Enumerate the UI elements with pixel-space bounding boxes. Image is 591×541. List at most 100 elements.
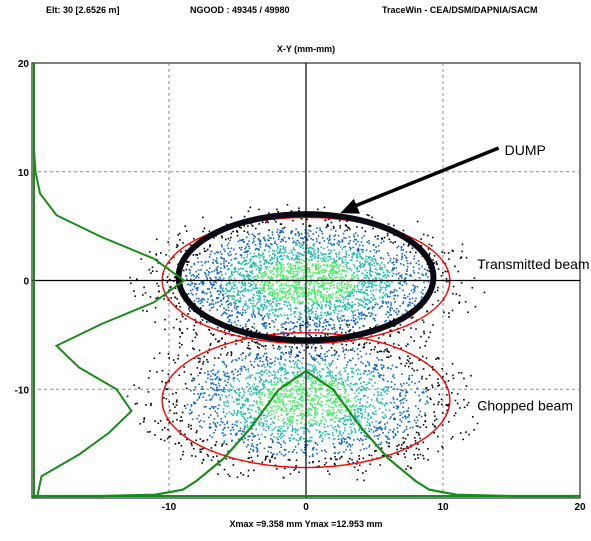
particle	[304, 414, 306, 416]
particle	[330, 250, 332, 252]
particle	[225, 406, 227, 408]
particle	[382, 378, 384, 380]
particle	[238, 290, 240, 292]
particle	[257, 346, 259, 348]
particle	[332, 415, 334, 417]
particle	[360, 264, 362, 266]
particle	[215, 426, 217, 428]
particle	[344, 319, 346, 321]
particle	[421, 292, 423, 294]
particle	[263, 387, 265, 389]
particle	[166, 398, 168, 400]
particle	[376, 250, 378, 252]
particle	[325, 420, 327, 422]
particle	[264, 323, 266, 325]
particle	[223, 260, 225, 262]
particle	[314, 383, 316, 385]
particle	[309, 370, 311, 372]
particle	[273, 384, 275, 386]
particle	[216, 412, 218, 414]
particle	[361, 283, 363, 285]
particle	[355, 318, 357, 320]
particle	[283, 455, 285, 457]
particle	[298, 242, 300, 244]
particle	[327, 415, 329, 417]
particle	[270, 446, 272, 448]
particle	[274, 251, 276, 253]
particle	[343, 299, 345, 301]
particle	[380, 374, 382, 376]
particle	[172, 393, 174, 395]
particle	[260, 418, 262, 420]
particle	[310, 364, 312, 366]
particle	[351, 310, 353, 312]
particle	[292, 416, 294, 418]
particle	[409, 304, 411, 306]
particle	[269, 375, 271, 377]
particle	[350, 429, 352, 431]
particle	[281, 366, 283, 368]
particle	[273, 266, 275, 268]
particle	[219, 397, 221, 399]
particle	[397, 427, 399, 429]
particle	[384, 349, 386, 351]
particle	[316, 281, 318, 283]
particle	[394, 289, 396, 291]
particle	[276, 256, 278, 258]
particle	[290, 361, 292, 363]
particle	[284, 288, 286, 290]
particle	[276, 250, 278, 252]
particle	[344, 292, 346, 294]
particle	[311, 357, 313, 359]
particle	[322, 417, 324, 419]
particle	[314, 413, 316, 415]
particle	[347, 361, 349, 363]
particle	[407, 305, 409, 307]
particle	[168, 373, 170, 375]
particle	[177, 358, 179, 360]
particle	[336, 256, 338, 258]
particle	[281, 414, 283, 416]
particle	[360, 267, 362, 269]
particle	[199, 449, 201, 451]
particle	[288, 289, 290, 291]
particle	[247, 439, 249, 441]
particle	[340, 374, 342, 376]
particle	[245, 420, 247, 422]
particle	[263, 415, 265, 417]
particle	[233, 271, 235, 273]
particle	[369, 423, 371, 425]
particle	[368, 370, 370, 372]
particle	[322, 277, 324, 279]
particle	[246, 446, 248, 448]
particle	[273, 401, 275, 403]
particle	[309, 402, 311, 404]
particle	[407, 355, 409, 357]
particle	[331, 268, 333, 270]
particle	[457, 393, 459, 395]
particle	[427, 396, 429, 398]
particle	[231, 397, 233, 399]
particle	[369, 373, 371, 375]
particle	[298, 255, 300, 257]
particle	[358, 358, 360, 360]
particle	[426, 378, 428, 380]
particle	[356, 383, 358, 385]
particle	[311, 437, 313, 439]
particle	[283, 397, 285, 399]
particle	[188, 426, 190, 428]
particle	[149, 431, 151, 433]
particle	[367, 374, 369, 376]
particle	[377, 391, 379, 393]
particle	[363, 480, 365, 482]
particle	[315, 391, 317, 393]
particle	[280, 288, 282, 290]
particle	[448, 421, 450, 423]
particle	[277, 378, 279, 380]
particle	[415, 252, 417, 254]
particle	[316, 292, 318, 294]
particle	[349, 236, 351, 238]
particle	[402, 303, 404, 305]
particle	[335, 406, 337, 408]
particle	[133, 384, 135, 386]
